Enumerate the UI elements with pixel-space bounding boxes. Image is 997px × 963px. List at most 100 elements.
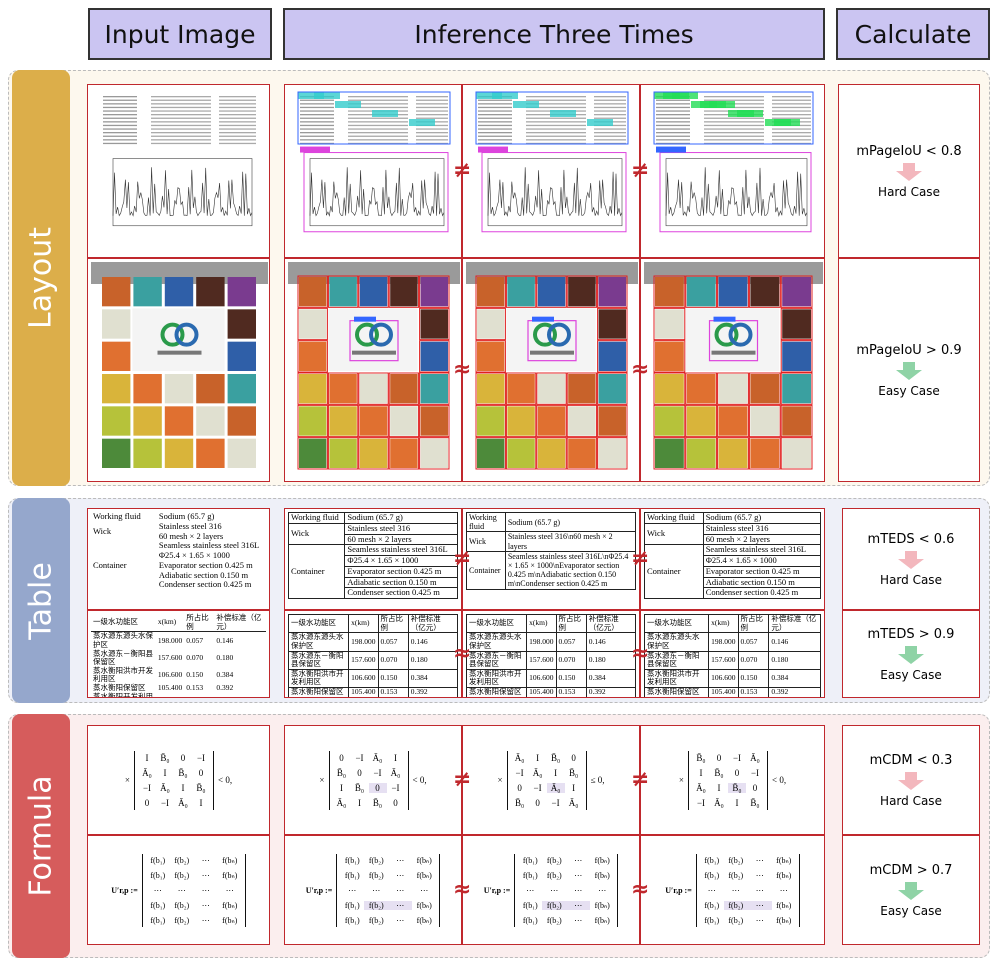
shape xyxy=(103,135,137,137)
cell xyxy=(640,84,825,258)
shape xyxy=(151,135,211,137)
case-label: Hard Case xyxy=(880,572,942,587)
table-cell: x(km) xyxy=(526,613,557,634)
shape xyxy=(477,277,505,307)
matrix-entry: ⋯ xyxy=(526,885,535,895)
shape xyxy=(780,307,813,341)
shape xyxy=(300,117,334,119)
table-cell: 106.600 xyxy=(157,670,183,680)
table-cell: 一级水功能区 xyxy=(643,613,710,634)
shape xyxy=(526,103,586,105)
shape xyxy=(390,406,418,436)
shape xyxy=(160,322,185,347)
table-cell: 0.146 xyxy=(768,632,821,652)
shape xyxy=(477,341,505,371)
arrow-head xyxy=(896,162,922,181)
shape xyxy=(348,103,408,105)
shape xyxy=(653,275,686,308)
shape xyxy=(419,404,450,438)
shape xyxy=(507,406,535,436)
shape xyxy=(594,128,626,130)
matrix-entry: f(bₙ) xyxy=(222,855,238,865)
formula-lhs: U′r,p := xyxy=(665,885,692,895)
cover-thumbnail xyxy=(644,262,823,480)
matrix-entry: I xyxy=(394,752,397,763)
table-cell: 0.057 xyxy=(377,632,409,652)
data-table: Working fluid Sodium (65.7 g) Wick Stainles… xyxy=(644,512,822,600)
shape xyxy=(219,96,256,98)
shape xyxy=(672,92,698,99)
shape xyxy=(164,277,194,307)
table-cell: 0.180 xyxy=(768,650,821,670)
shape xyxy=(151,124,211,127)
shape xyxy=(219,99,256,101)
matrix-entry: −I xyxy=(732,752,742,763)
shape xyxy=(598,341,626,371)
shape xyxy=(390,277,418,307)
table-cell: 蒸水源东－衡阳县保留区 xyxy=(643,650,710,670)
table-cell: 0.070 xyxy=(737,650,770,670)
matrix-entry: Ā₀ xyxy=(568,797,579,808)
shape xyxy=(416,96,448,98)
table-cell: 106.600 xyxy=(526,668,557,689)
table-row: Working fluid Sodium (65.7 g) xyxy=(91,511,266,522)
shape xyxy=(655,406,684,436)
table-cell: 蒸水衡阳开发利用区 xyxy=(465,696,528,697)
document-thumbnail xyxy=(653,91,814,233)
shape xyxy=(348,128,408,130)
shape xyxy=(653,404,686,438)
table-cell: 所占比例 xyxy=(555,613,587,634)
case-label: Easy Case xyxy=(880,667,942,682)
matrix-entry: B̄₀ xyxy=(568,767,579,778)
shape xyxy=(526,139,586,141)
table-cell: Φ25.4 × 1.65 × 1000 xyxy=(158,550,230,561)
shape xyxy=(594,132,626,134)
shape xyxy=(780,340,813,373)
table-cell: 198.000 xyxy=(526,632,557,652)
shape xyxy=(348,117,408,119)
row-label-bar: Formula xyxy=(12,714,70,958)
table-row: 蒸水衡阳洪市开发利用区 106.600 0.150 0.384 xyxy=(287,668,459,689)
table-row: 蒸水衡阳洪市开发利用区 106.600 0.150 0.384 xyxy=(91,666,266,684)
matrix-entry: I xyxy=(145,752,149,763)
shape xyxy=(550,110,576,117)
shape xyxy=(348,121,408,123)
shape xyxy=(372,110,398,117)
shape xyxy=(704,121,764,123)
table-cell: 198.000 xyxy=(708,632,739,652)
shape xyxy=(416,106,448,109)
shape xyxy=(416,142,448,145)
shape xyxy=(481,152,627,233)
shape xyxy=(297,307,328,341)
table-cell: x(km) xyxy=(348,613,379,634)
shape xyxy=(653,307,686,341)
matrix-entry: f(bₙ) xyxy=(776,870,792,880)
table-cell: 补偿标准（亿元） xyxy=(214,613,266,633)
matrix-entry: −I xyxy=(142,782,152,793)
table-cell: 0.384 xyxy=(768,668,821,689)
data-table: 一级水功能区 x(km) 所占比例 补偿标准（亿元） 蒸水源东源头水保护区 198.000… xyxy=(465,613,637,697)
table-cell: 蒸水源东源头水保护区 xyxy=(643,632,710,652)
shape xyxy=(227,438,256,468)
matrix-entry: B̄₀ xyxy=(196,782,206,793)
matrix-entry: B̄₀ xyxy=(514,797,525,808)
table-cell: Seamless stainless steel 316L xyxy=(702,544,822,557)
document-thumbnail xyxy=(297,91,451,233)
inequality: < 0, xyxy=(218,775,233,785)
shape xyxy=(704,99,764,101)
shape xyxy=(478,117,512,119)
shape xyxy=(594,135,626,137)
shape xyxy=(219,132,256,134)
table-cell: 补偿标准（亿元） xyxy=(407,613,459,634)
shape xyxy=(568,406,596,436)
matrix-entry: f(b₁) xyxy=(704,855,720,865)
matrix-entry: f(b₁) xyxy=(522,855,538,865)
matrix-entry: ⋯ xyxy=(574,855,583,865)
matrix-entry: f(b₁) xyxy=(150,915,166,925)
table-cell: 0.150 xyxy=(555,668,587,689)
matrix-entry: −I xyxy=(551,797,560,808)
operator: × xyxy=(678,775,684,785)
table-cell: 所占比例 xyxy=(737,613,770,634)
shape xyxy=(348,142,408,145)
shape xyxy=(227,374,256,404)
